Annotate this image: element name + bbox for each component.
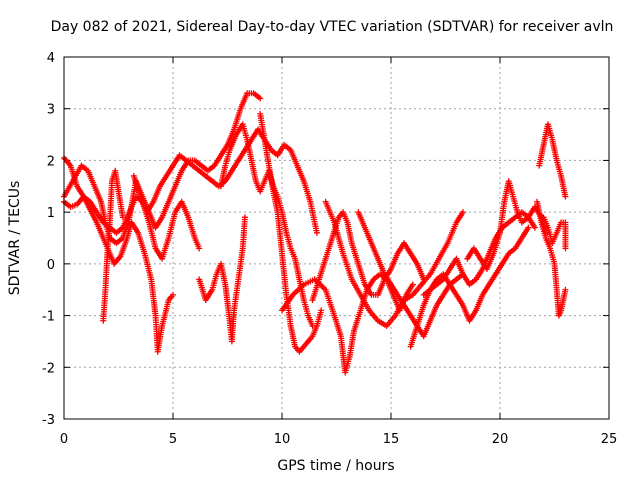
y-tick-label: 4 bbox=[47, 51, 55, 66]
series-trace-f bbox=[196, 214, 248, 345]
x-tick-label: 0 bbox=[60, 432, 68, 447]
y-tick-label: 1 bbox=[47, 206, 55, 221]
series-trace-b bbox=[61, 193, 176, 355]
y-tick-label: 0 bbox=[47, 258, 55, 273]
series-trace-c bbox=[61, 90, 264, 247]
data-points bbox=[61, 90, 569, 376]
series-trace-q bbox=[534, 198, 569, 319]
data-point bbox=[562, 245, 569, 252]
y-tick-label: -1 bbox=[42, 310, 55, 325]
data-point bbox=[313, 229, 320, 236]
tick-labels: 0 5 10 15 20 25 -3 -2 -1 0 1 2 3 4 bbox=[42, 51, 617, 447]
grid-lines bbox=[64, 57, 609, 419]
y-tick-label: -2 bbox=[42, 361, 55, 376]
data-point bbox=[531, 224, 538, 231]
x-tick-label: 15 bbox=[383, 432, 400, 447]
series-trace-l bbox=[355, 209, 466, 340]
data-point bbox=[119, 214, 126, 221]
series-trace-h bbox=[257, 110, 325, 355]
y-tick-label: 3 bbox=[47, 103, 55, 118]
data-point bbox=[257, 95, 264, 102]
series-trace-k bbox=[322, 198, 466, 329]
x-tick-label: 10 bbox=[274, 432, 291, 447]
series-trace-d bbox=[100, 167, 126, 324]
data-point bbox=[196, 245, 203, 252]
y-tick-label: 2 bbox=[47, 154, 55, 169]
series-trace-g bbox=[217, 121, 316, 329]
data-point bbox=[459, 209, 466, 216]
x-tick-label: 25 bbox=[601, 432, 618, 447]
series-trace-j bbox=[279, 271, 416, 376]
axis-ticks bbox=[63, 56, 610, 420]
x-tick-label: 20 bbox=[492, 432, 509, 447]
x-tick-label: 5 bbox=[169, 432, 177, 447]
series-trace-r bbox=[540, 214, 569, 252]
x-axis-label: GPS time / hours bbox=[277, 458, 394, 474]
series-trace-p bbox=[536, 121, 569, 200]
data-point bbox=[562, 193, 569, 200]
data-point bbox=[525, 224, 532, 231]
data-point bbox=[318, 307, 325, 314]
data-point bbox=[241, 214, 248, 221]
data-point bbox=[562, 286, 569, 293]
y-axis-label: SDTVAR / TECUs bbox=[7, 181, 23, 296]
chart-title: Day 082 of 2021, Sidereal Day-to-day VTE… bbox=[51, 19, 614, 35]
y-tick-label: -3 bbox=[42, 413, 55, 428]
data-point bbox=[409, 281, 416, 288]
plot-frame bbox=[63, 56, 610, 420]
data-point bbox=[170, 291, 176, 298]
